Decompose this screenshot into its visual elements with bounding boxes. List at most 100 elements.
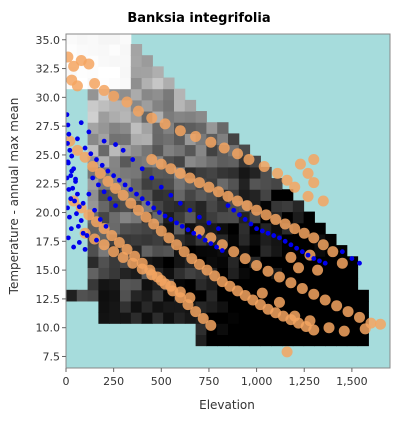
y-tick-label: 20.0 bbox=[36, 207, 61, 220]
data-point bbox=[228, 246, 240, 258]
data-point bbox=[106, 230, 118, 242]
data-point bbox=[208, 241, 214, 247]
data-point bbox=[149, 175, 155, 181]
data-point bbox=[174, 125, 186, 137]
data-point bbox=[317, 258, 322, 264]
data-point bbox=[354, 311, 366, 323]
data-point bbox=[79, 151, 91, 163]
data-point bbox=[140, 211, 152, 223]
data-point bbox=[271, 233, 277, 238]
data-point bbox=[66, 175, 70, 181]
data-point bbox=[122, 182, 128, 188]
data-point bbox=[308, 232, 320, 244]
y-tick-label: 17.5 bbox=[36, 235, 61, 248]
data-point bbox=[231, 207, 237, 213]
data-point bbox=[74, 211, 79, 217]
data-point bbox=[103, 223, 109, 229]
data-point bbox=[80, 200, 86, 206]
data-point bbox=[339, 249, 345, 255]
data-point bbox=[174, 286, 186, 298]
data-point bbox=[98, 84, 110, 96]
data-point bbox=[94, 157, 99, 162]
data-point bbox=[113, 142, 118, 147]
x-tick-label: 750 bbox=[198, 375, 219, 388]
data-point bbox=[71, 244, 77, 250]
plot-frame bbox=[65, 33, 391, 369]
data-point bbox=[279, 218, 291, 230]
data-point bbox=[308, 154, 320, 166]
data-point bbox=[78, 218, 84, 223]
data-point bbox=[80, 230, 86, 236]
data-point bbox=[139, 166, 145, 172]
data-point bbox=[68, 60, 80, 72]
data-point bbox=[151, 205, 157, 211]
data-point bbox=[158, 184, 164, 190]
y-tick-label: 35.0 bbox=[36, 34, 61, 47]
data-point bbox=[73, 176, 78, 182]
x-tick-label: 250 bbox=[103, 375, 124, 388]
data-point bbox=[289, 310, 301, 322]
data-point bbox=[66, 131, 72, 137]
data-point bbox=[239, 253, 251, 265]
data-point bbox=[317, 195, 329, 207]
data-point bbox=[357, 260, 362, 266]
data-point bbox=[66, 141, 70, 146]
data-point bbox=[76, 204, 82, 210]
data-point bbox=[86, 191, 92, 197]
data-point bbox=[331, 300, 343, 312]
data-point bbox=[155, 225, 167, 237]
data-point bbox=[121, 96, 133, 108]
data-point bbox=[110, 182, 122, 194]
data-point bbox=[289, 223, 301, 235]
data-point bbox=[156, 210, 162, 215]
x-tick-label: 500 bbox=[151, 375, 172, 388]
data-point bbox=[205, 136, 217, 148]
data-point bbox=[270, 213, 282, 225]
data-point bbox=[128, 187, 134, 192]
data-point bbox=[281, 174, 293, 186]
data-point bbox=[197, 234, 202, 240]
data-point bbox=[222, 190, 234, 202]
data-point bbox=[293, 262, 305, 274]
data-point bbox=[66, 112, 70, 118]
data-point bbox=[139, 196, 145, 202]
data-point bbox=[168, 217, 174, 222]
data-point bbox=[338, 325, 350, 337]
data-point bbox=[272, 167, 284, 179]
data-point bbox=[83, 58, 95, 70]
data-point bbox=[66, 187, 72, 192]
data-point bbox=[72, 198, 77, 204]
data-point bbox=[67, 214, 72, 220]
y-tick-label: 32.5 bbox=[36, 63, 61, 76]
data-point bbox=[184, 292, 196, 304]
data-point bbox=[174, 220, 179, 226]
data-point bbox=[241, 200, 253, 212]
series-1 bbox=[66, 112, 362, 266]
data-point bbox=[165, 280, 177, 292]
data-point bbox=[305, 252, 311, 258]
data-point bbox=[265, 230, 271, 236]
data-point bbox=[75, 191, 80, 197]
data-point bbox=[197, 312, 209, 324]
data-point bbox=[69, 168, 75, 174]
data-point bbox=[155, 158, 167, 170]
data-point bbox=[285, 251, 297, 263]
data-point bbox=[75, 136, 80, 142]
data-point bbox=[190, 306, 202, 318]
data-point bbox=[304, 315, 316, 327]
data-point bbox=[349, 256, 355, 261]
data-point bbox=[66, 51, 74, 63]
data-point bbox=[71, 144, 83, 156]
data-point bbox=[216, 226, 221, 232]
data-point bbox=[179, 223, 185, 229]
data-point bbox=[105, 168, 111, 174]
data-point bbox=[163, 232, 175, 244]
data-point bbox=[202, 237, 208, 243]
data-point bbox=[159, 118, 171, 130]
chart-title: Banksia integrifolia bbox=[127, 11, 270, 26]
data-point bbox=[116, 177, 122, 183]
data-point bbox=[98, 239, 110, 251]
data-point bbox=[205, 232, 217, 244]
data-point bbox=[127, 257, 139, 269]
